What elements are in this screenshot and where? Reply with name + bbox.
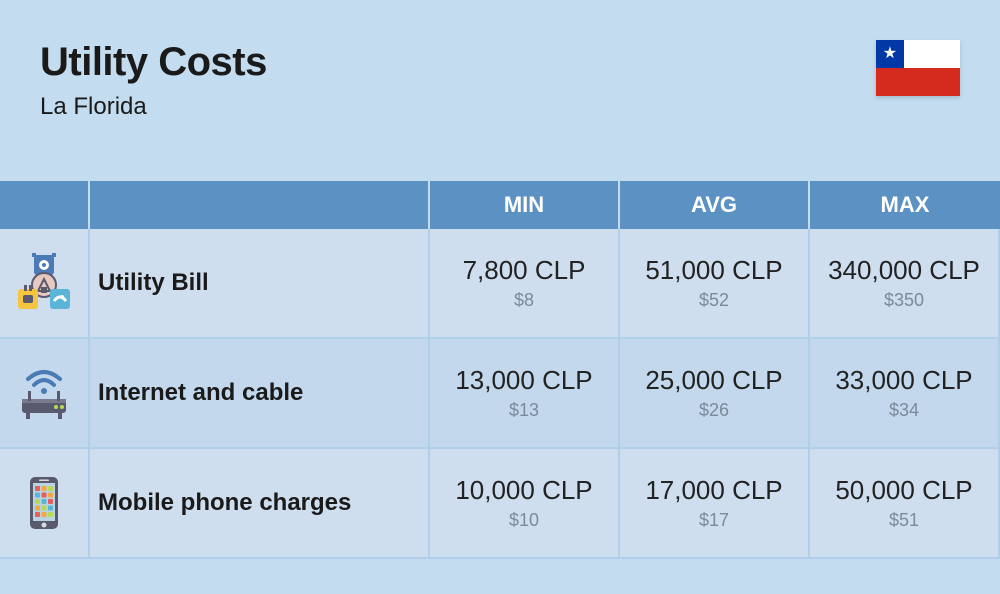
price-local: 13,000 CLP (455, 365, 592, 396)
price-local: 51,000 CLP (645, 255, 782, 286)
th-max: MAX (810, 181, 1000, 229)
price-usd: $34 (889, 400, 919, 421)
price-usd: $13 (509, 400, 539, 421)
title-block: Utility Costs La Florida (40, 40, 267, 121)
chile-flag-icon: ★ (876, 40, 960, 96)
row-label: Internet and cable (90, 339, 430, 447)
table-body: Utility Bill 7,800 CLP $8 51,000 CLP $52… (0, 229, 1000, 559)
header: Utility Costs La Florida ★ (0, 0, 1000, 151)
th-label (90, 181, 430, 229)
cost-table: MIN AVG MAX (0, 181, 1000, 559)
cell-min: 7,800 CLP $8 (430, 229, 620, 337)
cell-min: 10,000 CLP $10 (430, 449, 620, 557)
page-title: Utility Costs (40, 40, 267, 85)
price-usd: $17 (699, 510, 729, 531)
cell-avg: 25,000 CLP $26 (620, 339, 810, 447)
price-local: 10,000 CLP (455, 475, 592, 506)
row-icon-cell (0, 449, 90, 557)
cell-max: 33,000 CLP $34 (810, 339, 1000, 447)
router-icon (14, 363, 74, 423)
cell-avg: 17,000 CLP $17 (620, 449, 810, 557)
price-usd: $52 (699, 290, 729, 311)
price-local: 50,000 CLP (835, 475, 972, 506)
price-local: 33,000 CLP (835, 365, 972, 396)
price-local: 340,000 CLP (828, 255, 980, 286)
th-min: MIN (430, 181, 620, 229)
price-local: 25,000 CLP (645, 365, 782, 396)
table-row: Internet and cable 13,000 CLP $13 25,000… (0, 339, 1000, 449)
price-usd: $10 (509, 510, 539, 531)
table-row: Utility Bill 7,800 CLP $8 51,000 CLP $52… (0, 229, 1000, 339)
row-icon-cell (0, 229, 90, 337)
price-local: 17,000 CLP (645, 475, 782, 506)
phone-icon (14, 473, 74, 533)
cell-avg: 51,000 CLP $52 (620, 229, 810, 337)
cell-min: 13,000 CLP $13 (430, 339, 620, 447)
cell-max: 50,000 CLP $51 (810, 449, 1000, 557)
row-label: Mobile phone charges (90, 449, 430, 557)
price-local: 7,800 CLP (463, 255, 586, 286)
price-usd: $8 (514, 290, 534, 311)
price-usd: $51 (889, 510, 919, 531)
table-row: Mobile phone charges 10,000 CLP $10 17,0… (0, 449, 1000, 559)
subtitle: La Florida (40, 93, 267, 121)
price-usd: $26 (699, 400, 729, 421)
row-label: Utility Bill (90, 229, 430, 337)
price-usd: $350 (884, 290, 924, 311)
row-icon-cell (0, 339, 90, 447)
utility-icon (14, 253, 74, 313)
th-avg: AVG (620, 181, 810, 229)
cell-max: 340,000 CLP $350 (810, 229, 1000, 337)
th-icon (0, 181, 90, 229)
table-header: MIN AVG MAX (0, 181, 1000, 229)
